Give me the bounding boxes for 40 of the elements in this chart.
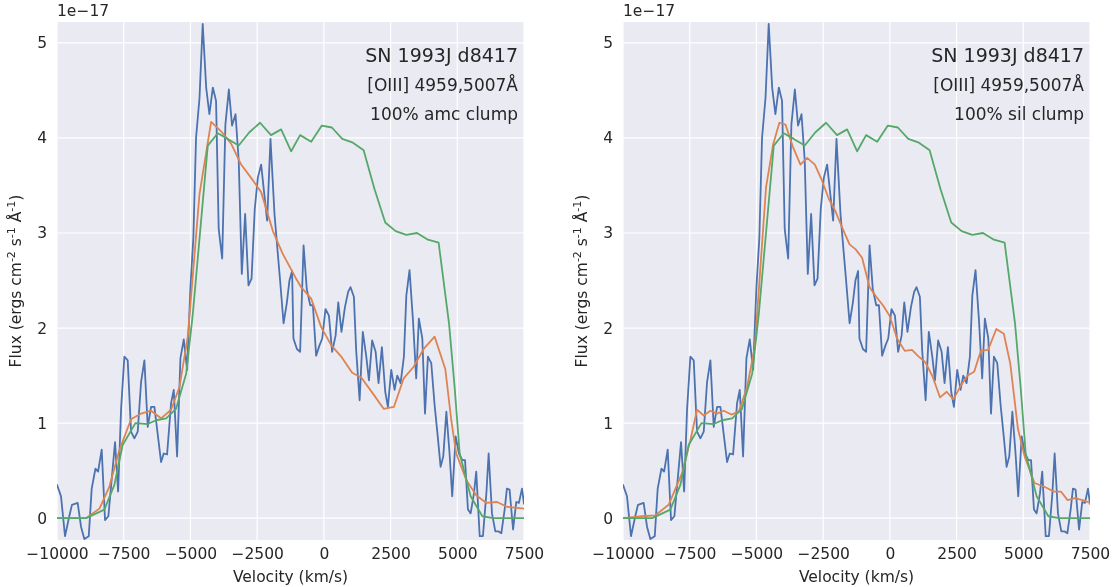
x-tick-label: −5000 xyxy=(164,545,218,564)
x-tick-label: −7500 xyxy=(664,545,717,564)
x-tick-label: 5000 xyxy=(438,545,478,564)
x-tick-label: 0 xyxy=(885,545,896,564)
y-tick-label: 0 xyxy=(603,509,613,528)
annotation: [OIII] 4959,5007Å xyxy=(933,74,1085,95)
x-tick-label: −2500 xyxy=(231,545,284,564)
y-tick-label: 2 xyxy=(603,319,613,338)
annotation: SN 1993J d8417 xyxy=(365,44,518,66)
x-tick-label: −7500 xyxy=(98,545,151,564)
annotation: 100% amc clump xyxy=(370,104,518,124)
y-tick-label: 3 xyxy=(603,224,613,243)
line-series xyxy=(623,23,1090,540)
text: 1e−17 xyxy=(57,2,110,20)
y-tick-label: 4 xyxy=(37,129,47,148)
x-tick-label: 5000 xyxy=(1004,545,1044,564)
x-tick-label: 7500 xyxy=(504,545,545,564)
text: 1e−17 xyxy=(623,2,676,20)
y-tick-label: 0 xyxy=(37,509,47,528)
x-tick-label: 0 xyxy=(319,545,330,564)
line-series xyxy=(57,23,524,540)
x-tick-label: −10000 xyxy=(26,545,89,564)
x-axis-title: Velocity (km/s) xyxy=(798,568,915,586)
x-axis-title: Velocity (km/s) xyxy=(232,568,349,586)
annotation: [OIII] 4959,5007Å xyxy=(367,74,519,95)
x-tick-label: 2500 xyxy=(937,545,977,564)
y-tick-label: 3 xyxy=(37,224,47,243)
y-tick-label: 5 xyxy=(603,34,613,53)
y-tick-label: 2 xyxy=(37,319,47,338)
annotation: SN 1993J d8417 xyxy=(931,44,1084,66)
y-tick-label: 1 xyxy=(603,414,613,433)
x-tick-label: 2500 xyxy=(371,545,411,564)
annotation: 100% sil clump xyxy=(954,104,1084,124)
x-tick-label: 7500 xyxy=(1070,545,1111,564)
x-tick-label: −10000 xyxy=(592,545,655,564)
y-tick-label: 5 xyxy=(37,34,47,53)
x-tick-label: −5000 xyxy=(730,545,784,564)
y-tick-label: 1 xyxy=(37,414,47,433)
y-tick-label: 4 xyxy=(603,129,613,148)
x-tick-label: −2500 xyxy=(797,545,850,564)
